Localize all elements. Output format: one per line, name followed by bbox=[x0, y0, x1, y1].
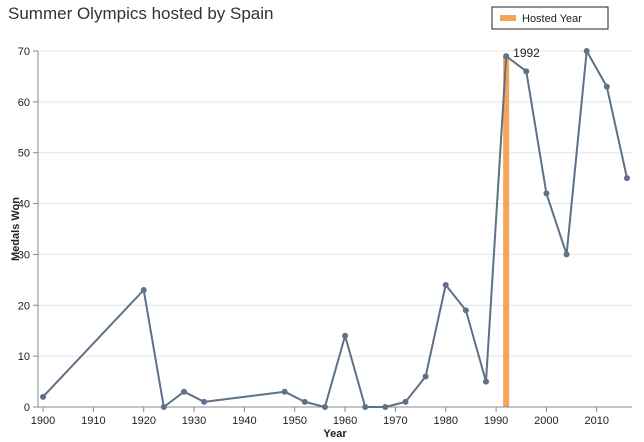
annotation-1992: 1992 bbox=[513, 46, 540, 60]
chart-title: Summer Olympics hosted by Spain bbox=[8, 4, 274, 23]
data-point[interactable] bbox=[503, 53, 510, 60]
data-point[interactable] bbox=[321, 404, 328, 410]
data-point[interactable] bbox=[483, 378, 490, 385]
data-point[interactable] bbox=[342, 332, 349, 339]
data-point[interactable] bbox=[523, 68, 530, 75]
data-point[interactable] bbox=[160, 404, 167, 410]
data-point[interactable] bbox=[180, 388, 187, 395]
data-point[interactable] bbox=[583, 48, 590, 54]
y-tick-label: 20 bbox=[18, 300, 30, 312]
y-tick-label: 0 bbox=[24, 402, 30, 414]
x-tick-label: 1910 bbox=[81, 415, 105, 427]
data-point[interactable] bbox=[462, 307, 469, 314]
data-point[interactable] bbox=[362, 404, 369, 410]
y-tick-label: 40 bbox=[18, 199, 30, 211]
x-tick-label: 1930 bbox=[182, 415, 206, 427]
data-point[interactable] bbox=[301, 398, 308, 405]
hosted-year-bar-layer bbox=[503, 56, 510, 407]
data-point[interactable] bbox=[563, 251, 570, 258]
data-point[interactable] bbox=[442, 281, 449, 288]
data-point[interactable] bbox=[402, 398, 409, 405]
series-layer: 1992 bbox=[40, 46, 630, 410]
x-tick-label: 1920 bbox=[131, 415, 155, 427]
legend-box bbox=[491, 6, 609, 30]
x-tick-label: 1990 bbox=[484, 415, 508, 427]
data-point[interactable] bbox=[623, 175, 630, 182]
data-point[interactable] bbox=[140, 287, 147, 294]
x-tick-label: 1970 bbox=[383, 415, 407, 427]
x-tick-label: 2000 bbox=[534, 415, 558, 427]
y-tick-label: 30 bbox=[18, 249, 30, 261]
data-point[interactable] bbox=[281, 388, 288, 395]
data-point[interactable] bbox=[603, 83, 610, 90]
series-line bbox=[42, 50, 628, 408]
x-tick-label: 2010 bbox=[585, 415, 609, 427]
y-tick-label: 60 bbox=[18, 97, 30, 109]
data-point[interactable] bbox=[382, 404, 389, 410]
y-tick-label: 10 bbox=[18, 351, 30, 363]
hosted-year-bar[interactable] bbox=[503, 56, 510, 407]
x-tick-label: 1900 bbox=[31, 415, 55, 427]
x-tick-label: 1980 bbox=[434, 415, 458, 427]
data-point[interactable] bbox=[40, 393, 47, 400]
legend-label: Hosted Year bbox=[522, 13, 582, 25]
data-point[interactable] bbox=[543, 190, 550, 197]
x-tick-label: 1940 bbox=[232, 415, 256, 427]
data-point[interactable] bbox=[422, 373, 429, 380]
y-tick-label: 70 bbox=[18, 46, 30, 58]
y-tick-label: 50 bbox=[18, 148, 30, 160]
data-point[interactable] bbox=[201, 398, 208, 405]
y-gridlines bbox=[38, 50, 632, 357]
legend[interactable]: Hosted Year bbox=[491, 6, 609, 30]
x-axis-title: Year bbox=[323, 428, 347, 440]
y-axis-title: Medals Won bbox=[10, 197, 22, 261]
axes: 0 10 20 30 40 50 60 70 1900 1910 1920 1930 1940 1950 1… bbox=[18, 46, 632, 427]
x-tick-label: 1950 bbox=[282, 415, 306, 427]
x-tick-label: 1960 bbox=[333, 415, 357, 427]
